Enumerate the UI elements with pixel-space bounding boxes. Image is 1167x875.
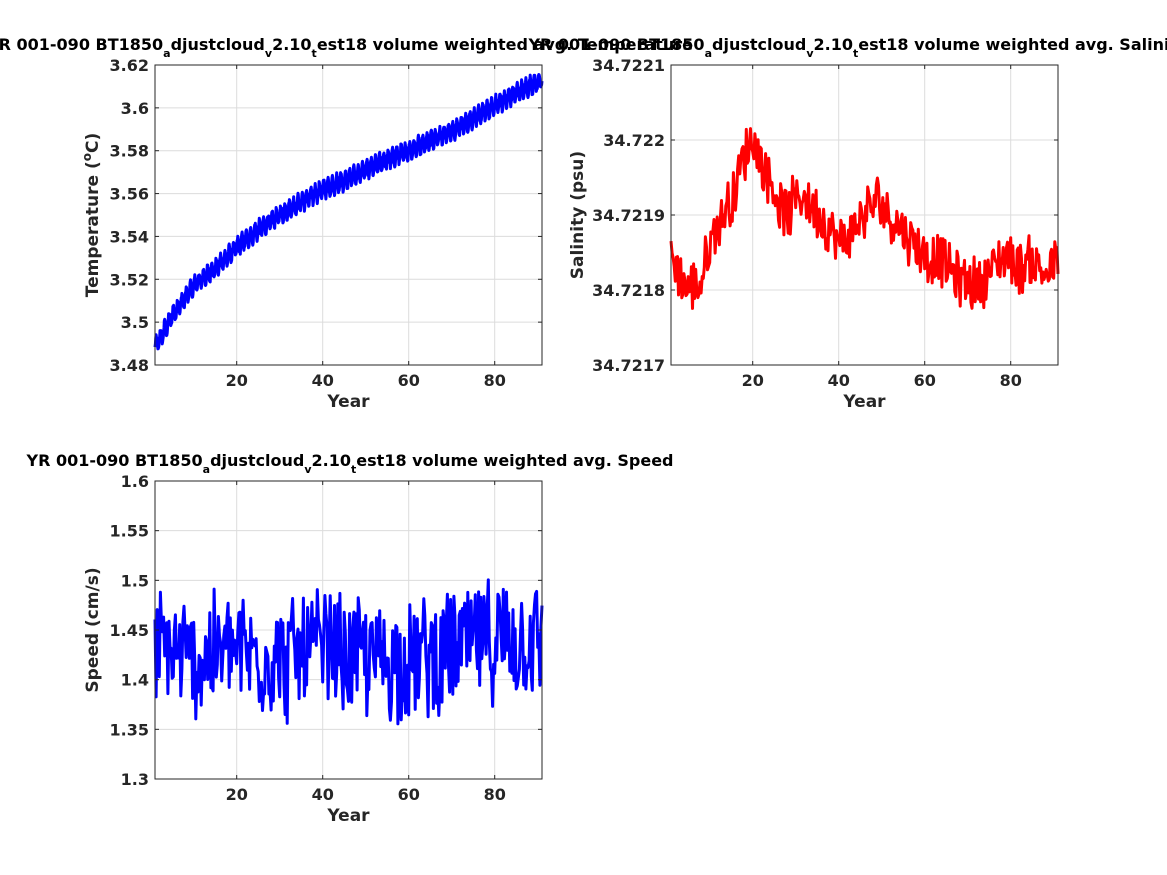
temperature-x-tick-label: 60 — [398, 371, 420, 390]
temperature-y-label-superscript: o — [80, 153, 94, 161]
speed-chart-title: YR 001-090 BT1850adjustcloudv2.10test18 … — [26, 451, 674, 476]
speed-x-tick-label: 40 — [312, 785, 334, 804]
speed-chart: 20 40 60 80 1.3 1.35 1.4 1.45 1.5 1.55 1.6 YR 001-… — [26, 451, 674, 826]
temperature-y-tick-label: 3.56 — [110, 185, 149, 204]
temperature-y-label-unit: C) — [83, 133, 103, 153]
salinity-y-axis-label: Salinity (psu) — [568, 151, 588, 279]
speed-x-tick-label: 20 — [226, 785, 248, 804]
salinity-x-tick-label: 20 — [742, 371, 764, 390]
temperature-y-tick-label: 3.62 — [110, 56, 149, 75]
temperature-x-tick-label: 40 — [312, 371, 334, 390]
salinity-chart-title: YR 001-090 BT1850adjustcloudv2.10test18 … — [527, 35, 1167, 60]
speed-x-tick-label: 80 — [484, 785, 506, 804]
temperature-chart-title: YR 001-090 BT1850adjustcloudv2.10test18 … — [0, 35, 693, 60]
temperature-y-axis-label: Temperature (oC) — [80, 133, 103, 297]
salinity-y-tick-label: 34.7221 — [592, 56, 665, 75]
salinity-title-part: 2.10 — [813, 35, 852, 54]
temperature-x-tick-label: 80 — [484, 371, 506, 390]
salinity-title-part: est18 volume weighted avg. Salinity — [858, 35, 1167, 54]
salinity-series-line — [669, 127, 1060, 310]
speed-series-line — [153, 578, 544, 726]
speed-y-tick-label: 1.6 — [121, 472, 149, 491]
temperature-y-label-text: Temperature ( — [83, 161, 103, 297]
temperature-series-line — [153, 73, 544, 351]
speed-title-part: t — [351, 463, 356, 476]
temperature-y-tick-label: 3.48 — [110, 356, 149, 375]
speed-title-part: v — [304, 463, 312, 476]
speed-title-part: 2.10 — [312, 451, 351, 470]
speed-y-tick-label: 1.4 — [121, 671, 149, 690]
temperature-y-tick-label: 3.6 — [121, 99, 149, 118]
salinity-y-tick-label: 34.7218 — [592, 281, 665, 300]
salinity-y-tick-label: 34.722 — [603, 131, 665, 150]
speed-title-part: a — [203, 463, 210, 476]
temperature-title-part: 2.10 — [272, 35, 311, 54]
speed-y-axis-label: Speed (cm/s) — [83, 567, 103, 692]
salinity-title-part: t — [853, 47, 858, 60]
speed-title-part: est18 volume weighted avg. Speed — [356, 451, 673, 470]
speed-x-axis-label: Year — [326, 806, 370, 826]
speed-y-tick-label: 1.55 — [110, 522, 149, 541]
speed-y-tick-label: 1.45 — [110, 621, 149, 640]
temperature-y-tick-label: 3.58 — [110, 142, 149, 161]
salinity-y-tick-label: 34.7217 — [592, 356, 665, 375]
temperature-y-tick-label: 3.54 — [110, 227, 149, 246]
speed-y-tick-label: 1.35 — [110, 720, 149, 739]
temperature-x-axis-label: Year — [326, 392, 370, 412]
salinity-x-tick-label: 60 — [914, 371, 936, 390]
temperature-title-part: YR 001-090 BT1850 — [0, 35, 163, 54]
temperature-y-tick-label: 3.52 — [110, 270, 149, 289]
salinity-x-tick-label: 40 — [828, 371, 850, 390]
salinity-y-tick-label: 34.7219 — [592, 206, 665, 225]
salinity-title-part: djustcloud — [712, 35, 806, 54]
temperature-plot-frame — [154, 64, 543, 366]
temperature-title-part: t — [312, 47, 317, 60]
salinity-chart: 20 40 60 80 34.7217 34.7218 34.7219 34.722 34.72… — [527, 35, 1167, 412]
salinity-title-part: v — [806, 47, 814, 60]
temperature-y-tick-label: 3.5 — [121, 313, 149, 332]
temperature-title-part: v — [265, 47, 273, 60]
speed-title-part: djustcloud — [210, 451, 304, 470]
temperature-title-part: a — [163, 47, 170, 60]
temperature-chart: 20 40 60 80 3.48 3.5 3.52 3.54 3.56 3.58 3.6 3.62 Y… — [0, 35, 693, 412]
speed-y-tick-label: 1.5 — [121, 571, 149, 590]
speed-x-tick-label: 60 — [398, 785, 420, 804]
salinity-x-axis-label: Year — [842, 392, 886, 412]
temperature-x-tick-label: 20 — [226, 371, 248, 390]
temperature-title-part: est18 volume weighted avg. Temperature — [317, 35, 693, 54]
speed-y-tick-label: 1.3 — [121, 770, 149, 789]
speed-title-part: YR 001-090 BT1850 — [26, 451, 203, 470]
salinity-x-tick-label: 80 — [1000, 371, 1022, 390]
temperature-title-part: djustcloud — [171, 35, 265, 54]
salinity-title-part: YR 001-090 BT1850 — [527, 35, 704, 54]
salinity-title-part: a — [705, 47, 712, 60]
